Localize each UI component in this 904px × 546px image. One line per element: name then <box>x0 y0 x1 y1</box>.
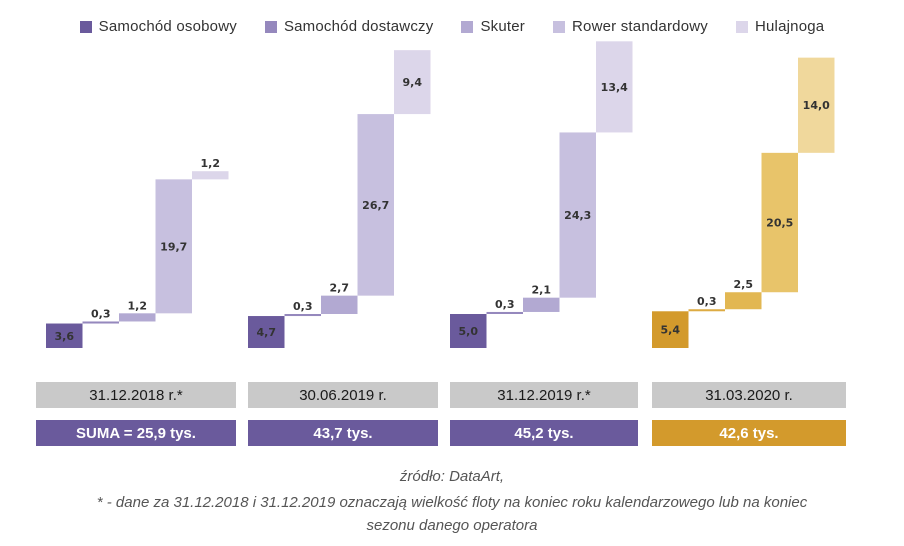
bar-g2-s5 <box>394 50 431 115</box>
legend-swatch <box>735 20 748 33</box>
bar-label-g4-s4: 20,5 <box>766 217 793 230</box>
bar-g3-s1 <box>450 314 487 348</box>
footnote-line-2: sezonu danego operatora <box>366 517 538 534</box>
bar-g4-s2 <box>688 309 725 312</box>
bar-label-g2-s5: 9,4 <box>403 76 423 89</box>
bar-g2-s2 <box>284 314 321 317</box>
legend-label: Hulajnoga <box>754 18 825 35</box>
bar-label-g2-s3: 2,7 <box>330 282 350 295</box>
legend-swatch <box>264 20 277 33</box>
bar-label-g4-s2: 0,3 <box>697 295 717 308</box>
bar-g1-s1 <box>46 323 83 348</box>
bar-label-g1-s4: 19,7 <box>160 240 187 253</box>
legend-swatch <box>461 20 474 33</box>
bar-g3-s3 <box>523 297 560 312</box>
legend-label: Samochód dostawczy <box>283 18 434 35</box>
date-box-4: 31.03.2020 r. <box>652 382 846 408</box>
legend-item-hulajnoga: Hulajnoga <box>735 18 825 35</box>
bar-label-g1-s5: 1,2 <box>201 157 221 170</box>
bar-g1-s5 <box>192 171 229 180</box>
legend-swatch <box>553 20 566 33</box>
bar-g4-s3 <box>725 292 762 310</box>
bar-g4-s1 <box>652 311 689 348</box>
legend-item-samochod-dostawczy: Samochód dostawczy <box>264 18 434 35</box>
bar-g1-s4 <box>155 179 192 314</box>
bar-g4-s5 <box>798 57 835 153</box>
date-box-2: 30.06.2019 r. <box>248 382 438 408</box>
date-box-1: 31.12.2018 r.* <box>36 382 236 408</box>
bar-label-g3-s3: 2,1 <box>532 284 552 297</box>
bar-g3-s4 <box>559 132 596 298</box>
total-box-4: 42,6 tys. <box>652 420 846 446</box>
total-box-2: 43,7 tys. <box>248 420 438 446</box>
bar-label-g3-s2: 0,3 <box>495 298 515 311</box>
legend-label: Skuter <box>480 18 526 35</box>
legend-item-skuter: Skuter <box>461 18 525 35</box>
bar-label-g3-s5: 13,4 <box>601 81 628 94</box>
total-box-3: 45,2 tys. <box>450 420 638 446</box>
bar-g4-s4 <box>761 152 798 293</box>
bar-label-g2-s4: 26,7 <box>362 199 389 212</box>
legend: Samochód osobowy Samochód dostawczy Skut… <box>0 18 904 35</box>
bar-label-g3-s4: 24,3 <box>564 209 591 222</box>
bar-label-g4-s3: 2,5 <box>734 278 754 291</box>
bar-label-g4-s5: 14,0 <box>803 99 830 112</box>
bar-label-g1-s1: 3,6 <box>55 330 75 343</box>
legend-swatch <box>79 20 92 33</box>
bar-label-g4-s1: 5,4 <box>661 324 681 337</box>
bar-g3-s5 <box>596 41 633 133</box>
bar-g3-s2 <box>486 311 523 314</box>
bar-g1-s2 <box>82 321 119 324</box>
bar-label-g2-s1: 4,7 <box>257 326 277 339</box>
legend-item-rower-standardowy: Rower standardowy <box>553 18 708 35</box>
legend-label: Rower standardowy <box>572 18 708 35</box>
source-note: źródło: DataArt, <box>399 468 505 485</box>
legend-label: Samochód osobowy <box>98 18 237 35</box>
footnote-line-1: * - dane za 31.12.2018 i 31.12.2019 ozna… <box>96 494 808 511</box>
bar-g2-s4 <box>357 114 394 296</box>
bar-label-g1-s2: 0,3 <box>91 307 111 320</box>
bar-g2-s3 <box>321 295 358 314</box>
date-box-3: 31.12.2019 r.* <box>450 382 638 408</box>
bar-label-g3-s1: 5,0 <box>459 325 479 338</box>
total-box-1: SUMA = 25,9 tys. <box>36 420 236 446</box>
bar-label-g2-s2: 0,3 <box>293 300 313 313</box>
bar-g1-s3 <box>119 313 156 322</box>
legend-item-samochod-osobowy: Samochód osobowy <box>79 18 237 35</box>
bar-g2-s1 <box>248 316 285 348</box>
bar-label-g1-s3: 1,2 <box>128 299 148 312</box>
